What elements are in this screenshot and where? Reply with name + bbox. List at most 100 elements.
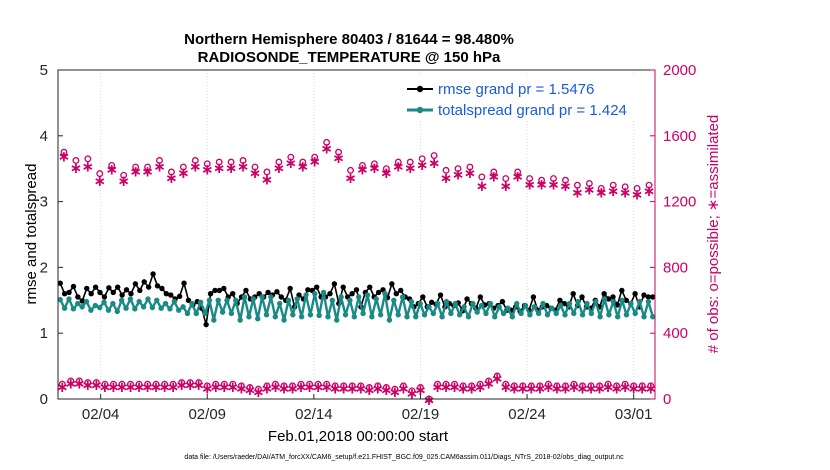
obs-possible-marker bbox=[550, 175, 557, 183]
obs-assimilated-marker: ∗ bbox=[296, 157, 309, 175]
obs-assimilated-marker: ∗ bbox=[99, 378, 112, 396]
obs-possible-marker bbox=[254, 385, 262, 393]
totalspread-point bbox=[395, 312, 401, 318]
obs-possible-marker bbox=[466, 163, 474, 171]
obs-possible-marker bbox=[195, 379, 203, 386]
obs-possible-marker bbox=[382, 165, 390, 173]
totalspread-point bbox=[189, 300, 195, 307]
legend-spread-marker bbox=[416, 106, 424, 114]
obs-assimilated-marker: ∗ bbox=[237, 157, 250, 175]
totalspread-point bbox=[57, 296, 63, 303]
obs-possible-marker bbox=[299, 158, 307, 166]
obs-possible-marker bbox=[348, 382, 356, 390]
obs-possible-marker bbox=[394, 158, 402, 166]
obs-assimilated-marker: ∗ bbox=[474, 378, 487, 396]
rmse-point bbox=[97, 289, 103, 296]
rmse-point bbox=[305, 287, 311, 293]
obs-assimilated-marker: ∗ bbox=[368, 159, 381, 177]
totalspread-point bbox=[404, 314, 410, 320]
totalspread-point bbox=[70, 306, 77, 312]
rmse-point bbox=[110, 289, 116, 296]
obs-assimilated-marker: ∗ bbox=[559, 379, 572, 397]
totalspread-point bbox=[281, 317, 287, 323]
totalspread-point bbox=[636, 298, 643, 305]
obs-assimilated-marker: ∗ bbox=[602, 378, 615, 396]
totalspread-point bbox=[382, 291, 388, 297]
totalspread-point bbox=[88, 307, 94, 313]
totalspread-point bbox=[492, 314, 498, 320]
totalspread-point bbox=[650, 314, 656, 320]
totalspread-point bbox=[215, 297, 221, 303]
obs-possible-marker bbox=[297, 380, 305, 388]
totalspread-point bbox=[614, 314, 621, 320]
totalspread-point bbox=[61, 305, 68, 311]
obs-assimilated-marker: ∗ bbox=[488, 167, 501, 185]
totalspread-point bbox=[514, 300, 520, 307]
obs-assimilated-marker: ∗ bbox=[273, 159, 286, 177]
obs-assimilated-marker: ∗ bbox=[303, 378, 316, 396]
totalspread-point bbox=[298, 314, 305, 320]
obs-assimilated-marker: ∗ bbox=[448, 378, 461, 396]
obs-assimilated-marker: ∗ bbox=[337, 379, 350, 397]
y-right-tick-label: 1600 bbox=[663, 128, 696, 145]
totalspread-point bbox=[250, 296, 257, 302]
obs-assimilated-marker: ∗ bbox=[65, 375, 78, 393]
obs-possible-marker bbox=[579, 382, 586, 390]
rmse-point bbox=[619, 287, 625, 294]
obs-possible-marker bbox=[514, 168, 522, 176]
totalspread-point bbox=[369, 314, 375, 320]
rmse-point bbox=[66, 289, 72, 296]
totalspread-point bbox=[456, 312, 463, 318]
totalspread-point bbox=[575, 298, 581, 305]
rmse-point bbox=[353, 287, 360, 293]
obs-assimilated-marker: ∗ bbox=[175, 376, 188, 394]
obs-assimilated-marker: ∗ bbox=[636, 379, 649, 397]
obs-possible-marker bbox=[275, 158, 283, 166]
obs-possible-marker bbox=[263, 382, 271, 390]
obs-possible-marker bbox=[96, 170, 104, 178]
obs-assimilated-marker: ∗ bbox=[363, 381, 376, 399]
obs-assimilated-marker: ∗ bbox=[332, 149, 345, 167]
obs-assimilated-marker: ∗ bbox=[397, 379, 410, 397]
obs-assimilated-marker: ∗ bbox=[189, 157, 202, 175]
totalspread-point bbox=[426, 304, 432, 310]
totalspread-point bbox=[176, 307, 182, 313]
y-left-tick-label: 5 bbox=[40, 62, 48, 79]
rmse-point bbox=[274, 289, 280, 295]
totalspread-point bbox=[474, 309, 480, 315]
rmse-point bbox=[216, 287, 223, 294]
obs-possible-marker bbox=[287, 153, 295, 161]
totalspread-point bbox=[623, 312, 630, 318]
obs-possible-marker bbox=[109, 380, 117, 388]
totalspread-point bbox=[597, 314, 603, 320]
obs-assimilated-marker: ∗ bbox=[82, 157, 95, 175]
totalspread-point bbox=[320, 289, 327, 296]
obs-possible-marker bbox=[621, 183, 629, 191]
obs-assimilated-marker: ∗ bbox=[278, 379, 291, 397]
obs-assimilated-marker: ∗ bbox=[285, 154, 298, 172]
obs-series-3: ∗∗ ∗∗∗∗∗ ∗ ∗∗ ∗ ∗ ∗ ∗ ∗ ∗ ∗ ∗∗ ∗ ∗ ∗∗∗∗ ∗ ∗ ∗ ∗ ∗ ∗ ∗∗ ∗ ∗∗∗∗∗ ∗… bbox=[58, 139, 656, 203]
obs-assimilated-marker: ∗ bbox=[508, 379, 521, 397]
obs-assimilated-marker: ∗ bbox=[644, 379, 657, 397]
chart-title-line2: RADIOSONDE_TEMPERATURE @ 150 hPa bbox=[198, 49, 501, 66]
totalspread-point bbox=[167, 306, 173, 312]
rmse-point bbox=[75, 294, 81, 300]
rmse-point bbox=[331, 281, 338, 287]
totalspread-point bbox=[562, 312, 568, 318]
totalspread-point bbox=[566, 300, 573, 307]
series-layer: ∗∗ ∗∗∗∗∗ ∗ ∗∗ ∗ ∗ ∗ ∗ ∗ ∗ ∗ ∗∗ ∗ ∗ ∗∗∗∗ ∗ ∗ ∗ ∗ ∗ ∗ ∗∗ ∗ ∗∗∗∗∗ ∗… bbox=[56, 138, 657, 409]
y-axis-right: 0 400 800 1200 1600 2000 bbox=[650, 62, 696, 408]
obs-assimilated-marker: ∗ bbox=[252, 383, 265, 401]
totalspread-point bbox=[255, 316, 261, 322]
totalspread-point bbox=[461, 304, 467, 310]
obs-assimilated-marker: ∗ bbox=[523, 176, 536, 194]
totalspread-point bbox=[606, 312, 612, 318]
obs-assimilated-marker: ∗ bbox=[356, 161, 369, 179]
obs-possible-marker bbox=[382, 384, 390, 391]
totalspread-point bbox=[417, 300, 423, 307]
obs-possible-marker bbox=[179, 163, 187, 171]
obs-assimilated-marker: ∗ bbox=[192, 376, 205, 394]
y-axis-left: 0 1 2 3 4 5 bbox=[40, 62, 63, 408]
rmse-point bbox=[132, 281, 139, 287]
obs-assimilated-marker: ∗ bbox=[56, 378, 69, 396]
